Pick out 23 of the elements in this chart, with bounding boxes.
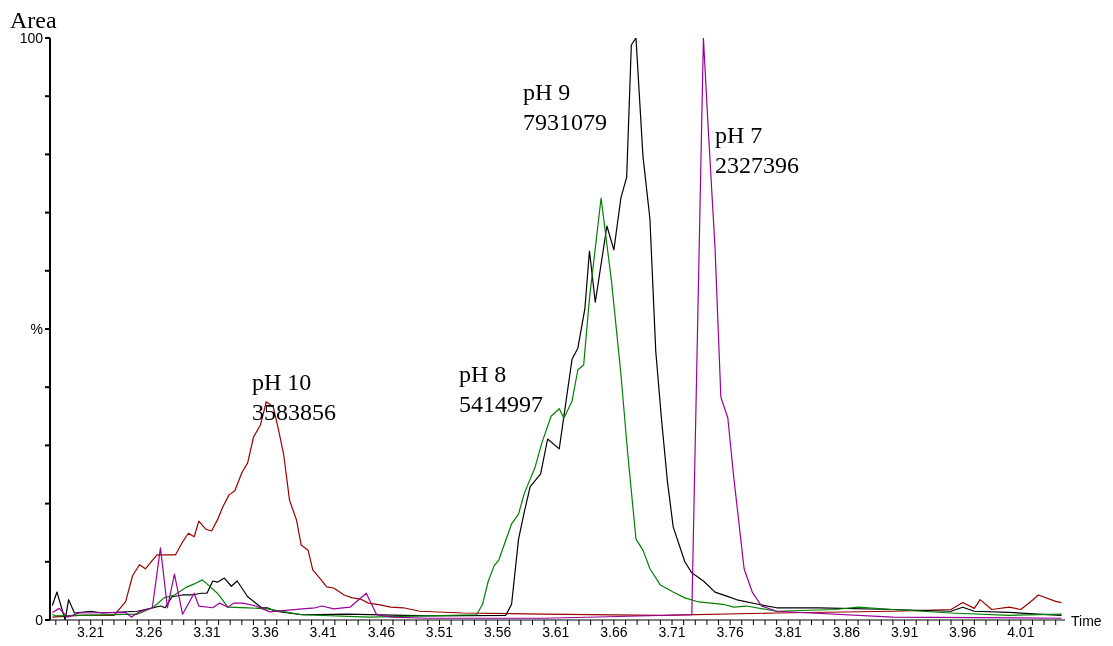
x-tick-label: 3.71 bbox=[658, 623, 686, 640]
annotation: pH 7 2327396 bbox=[715, 122, 799, 178]
x-tick-label: 3.31 bbox=[193, 623, 221, 640]
x-tick-label: 3.86 bbox=[832, 623, 861, 640]
x-tick-label: 3.81 bbox=[774, 623, 803, 640]
x-tick-label: 3.21 bbox=[77, 623, 105, 640]
x-tick-label: 3.46 bbox=[367, 623, 396, 640]
x-tick-label: 3.56 bbox=[484, 623, 512, 640]
y-tick-label: % bbox=[30, 320, 43, 337]
annotation: pH 8 5414997 bbox=[459, 361, 543, 417]
x-tick-label: 3.36 bbox=[251, 623, 279, 640]
x-tick-label: 3.26 bbox=[135, 623, 163, 640]
x-tick-label: 3.91 bbox=[890, 623, 919, 640]
x-tick-label: 3.66 bbox=[600, 623, 628, 640]
x-tick-label: 3.51 bbox=[425, 623, 454, 640]
x-tick-label: 3.96 bbox=[949, 623, 977, 640]
annotation: pH 9 7931079 bbox=[523, 79, 607, 135]
x-tick-label: 3.41 bbox=[309, 623, 338, 640]
x-tick-label: 3.61 bbox=[542, 623, 570, 640]
x-tick-label: 3.76 bbox=[716, 623, 744, 640]
x-axis-title: Time bbox=[1071, 613, 1102, 629]
y-tick-label: 0 bbox=[35, 611, 44, 628]
x-tick-label: 4.01 bbox=[1007, 623, 1035, 640]
